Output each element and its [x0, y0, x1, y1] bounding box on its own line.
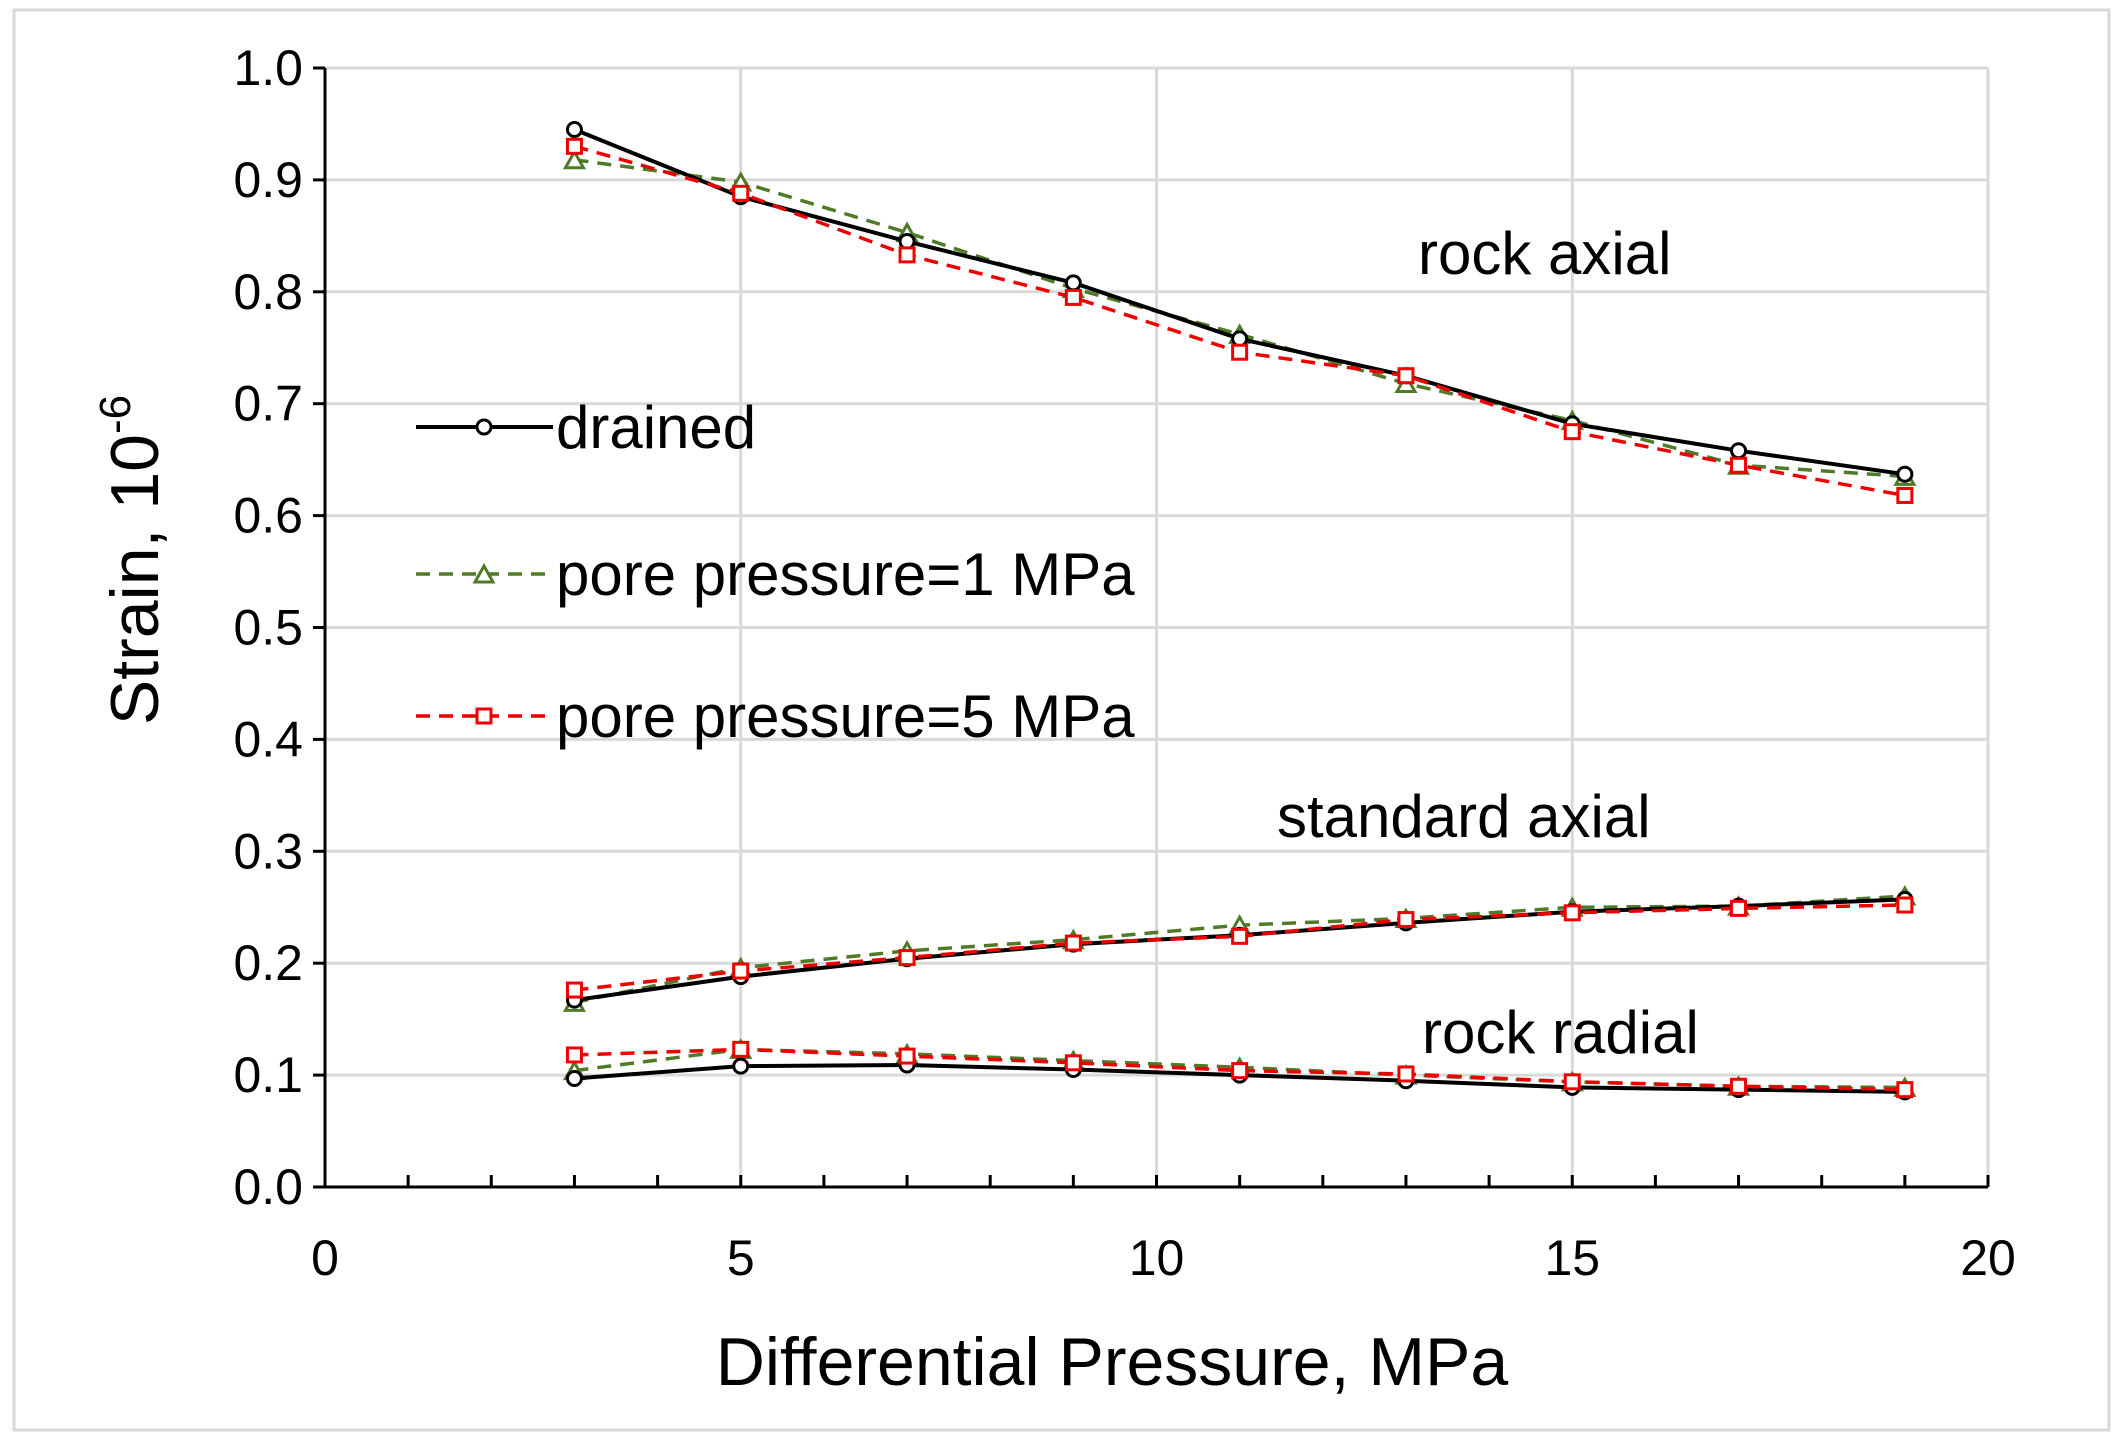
- data-point-pp5: [732, 962, 750, 980]
- annotation-standard-axial: standard axial: [1277, 783, 1651, 850]
- data-point-pp5: [565, 1046, 583, 1064]
- y-tick-label: 0.0: [233, 1159, 303, 1215]
- group-standard-axial: [562, 885, 1917, 1012]
- legend-marker-pp1: [472, 562, 496, 584]
- annotation-rock-axial: rock axial: [1418, 220, 1671, 287]
- y-axis-title: Strain, 10-6: [91, 395, 173, 725]
- data-point-drained: [732, 1057, 750, 1075]
- data-point-pp5: [898, 246, 916, 264]
- data-point-pp5: [1064, 288, 1082, 306]
- data-point-pp5: [565, 137, 583, 155]
- y-tick-label: 0.4: [233, 711, 303, 767]
- y-tick-label: 0.9: [233, 152, 303, 208]
- data-point-pp5: [1064, 1054, 1082, 1072]
- x-tick-label: 0: [311, 1230, 339, 1286]
- x-axis-title: Differential Pressure, MPa: [716, 1324, 1509, 1400]
- x-tick-label: 20: [1960, 1230, 2016, 1286]
- data-point-pp5: [565, 981, 583, 999]
- legend: drained pore pressure=1 MPa pore pressur…: [416, 394, 1135, 750]
- data-point-pp5: [898, 949, 916, 967]
- data-point-pp5: [732, 184, 750, 202]
- data-point-pp1: [562, 148, 587, 170]
- data-point-pp5: [1730, 456, 1748, 474]
- data-point-drained: [565, 1069, 583, 1087]
- series-line-rock-radial-pp5: [574, 1047, 1905, 1092]
- y-tick-label: 0.1: [233, 1047, 303, 1103]
- series-line-rock-axial-pp5: [574, 144, 1906, 498]
- axes: [313, 66, 1990, 1189]
- legend-marker-drained: [475, 418, 493, 436]
- x-tick-label: 10: [1129, 1230, 1185, 1286]
- y-axis-title-base: Strain, 10: [97, 434, 173, 725]
- series: [562, 121, 1917, 1101]
- data-point-pp5: [732, 1040, 750, 1058]
- data-point-drained: [1231, 330, 1249, 348]
- data-point-drained: [565, 121, 583, 139]
- data-point-pp5: [1563, 1073, 1581, 1091]
- data-point-pp5: [1563, 423, 1581, 441]
- y-tick-label: 1.0: [233, 40, 303, 96]
- y-tick-label: 0.5: [233, 600, 303, 656]
- annotation-rock-radial: rock radial: [1422, 999, 1699, 1066]
- data-point-drained: [1730, 442, 1748, 460]
- y-tick-label: 0.2: [233, 935, 303, 991]
- data-point-pp5: [1397, 1065, 1415, 1083]
- legend-label-pp5: pore pressure=5 MPa: [556, 683, 1135, 750]
- chart-frame: [12, 8, 2111, 1432]
- x-tick-label: 5: [727, 1230, 755, 1286]
- data-point-drained: [898, 232, 916, 250]
- gridlines: [325, 66, 1990, 1187]
- data-point-pp5: [1064, 934, 1082, 952]
- x-tick-labels: 0 5 10 15 20: [311, 1230, 2016, 1286]
- data-point-pp5: [898, 1047, 916, 1065]
- data-point-pp5: [1231, 343, 1249, 361]
- data-point-pp5: [1730, 1077, 1748, 1095]
- x-tick-label: 15: [1544, 1230, 1600, 1286]
- legend-marker-pp5: [475, 707, 493, 725]
- legend-label-drained: drained: [556, 394, 756, 461]
- legend-label-pp1: pore pressure=1 MPa: [556, 541, 1135, 608]
- y-tick-label: 0.8: [233, 264, 303, 320]
- data-point-pp5: [1563, 904, 1581, 922]
- y-tick-label: 0.6: [233, 488, 303, 544]
- data-point-pp5: [1896, 896, 1914, 914]
- y-tick-labels: 0.0 0.1 0.2 0.3 0.4 0.5 0.6 0.7 0.8 0.9 1.0: [233, 40, 303, 1215]
- data-point-pp5: [1231, 927, 1249, 945]
- data-point-pp5: [1730, 899, 1748, 917]
- y-tick-label: 0.3: [233, 823, 303, 879]
- data-point-drained: [1064, 274, 1082, 292]
- data-point-pp5: [1397, 367, 1415, 385]
- y-axis-title-exponent: -6: [91, 395, 140, 434]
- y-tick-label: 0.7: [233, 376, 303, 432]
- group-rock-radial: [562, 1038, 1917, 1101]
- data-point-pp5: [1231, 1062, 1249, 1080]
- data-point-pp5: [1397, 911, 1415, 929]
- series-line-standard-axial-pp1: [574, 894, 1905, 1005]
- data-point-pp5: [1896, 1081, 1914, 1099]
- data-point-pp5: [1896, 486, 1914, 504]
- group-rock-axial: [562, 121, 1917, 504]
- data-point-drained: [1896, 465, 1914, 483]
